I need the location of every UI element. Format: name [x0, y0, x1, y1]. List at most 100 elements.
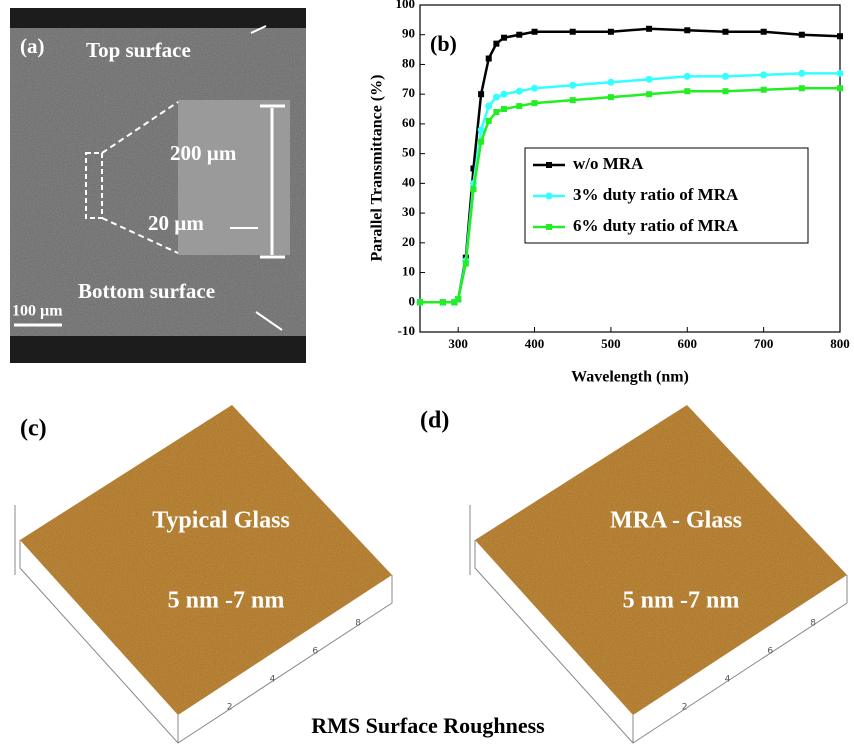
afm-value: 5 nm -7 nm: [623, 588, 740, 614]
marker: [531, 100, 538, 107]
marker: [836, 69, 844, 77]
y-axis-label: Parallel Transmittance (%): [369, 75, 386, 262]
afm-tick-label: 4: [270, 675, 276, 685]
panel-label: (d): [420, 408, 449, 434]
afm-tick-label: 2: [227, 703, 233, 713]
afm-tick-label: 6: [312, 647, 318, 657]
marker: [760, 28, 767, 35]
legend-label: w/o MRA: [573, 154, 644, 173]
marker: [607, 28, 614, 35]
marker: [470, 186, 477, 193]
panel-label: (a): [20, 34, 45, 58]
annotation: 20 µm: [148, 211, 204, 235]
legend-marker: [546, 162, 552, 168]
marker: [485, 55, 492, 62]
annotation: Bottom surface: [78, 279, 215, 303]
y-tick-label: 60: [402, 115, 415, 130]
sem-edge: [10, 8, 306, 28]
marker: [451, 299, 458, 306]
marker: [501, 106, 507, 113]
marker: [516, 103, 523, 110]
afm-tick-label: 6: [767, 647, 773, 657]
y-tick-label: 20: [402, 234, 415, 249]
marker: [515, 87, 523, 95]
inset-guide: [101, 101, 179, 154]
afm-texture: [20, 405, 392, 715]
afm-title: Typical Glass: [152, 508, 290, 534]
x-tick-label: 600: [678, 336, 698, 351]
y-tick-label: 80: [402, 55, 415, 70]
marker: [531, 84, 539, 92]
marker: [684, 88, 691, 95]
marker: [721, 72, 729, 80]
sem-edge: [10, 336, 306, 363]
marker: [492, 93, 500, 101]
marker: [455, 296, 462, 303]
afm-tick-label: 2: [682, 703, 688, 713]
arrow: [255, 311, 283, 331]
marker: [798, 85, 805, 92]
marker: [760, 86, 767, 93]
marker: [722, 88, 729, 95]
y-tick-label: 0: [409, 293, 416, 308]
x-tick-label: 800: [830, 336, 850, 351]
arrow: [250, 25, 267, 34]
marker: [722, 28, 729, 35]
legend-marker: [546, 224, 552, 230]
x-tick-label: 300: [448, 336, 468, 351]
afm-value: 5 nm -7 nm: [168, 588, 285, 614]
y-tick-label: 50: [402, 145, 415, 160]
annotation: Top surface: [86, 38, 191, 62]
marker: [798, 69, 806, 77]
legend-label: 6% duty ratio of MRA: [573, 216, 739, 235]
afm-title: MRA - Glass: [610, 508, 742, 534]
marker: [439, 299, 446, 306]
series-line: [420, 86, 840, 304]
x-tick-label: 400: [525, 336, 545, 351]
marker: [646, 25, 653, 32]
inset-box: [85, 152, 103, 219]
marker: [837, 33, 843, 40]
scale-label: 100 µm: [12, 303, 63, 320]
marker: [607, 94, 614, 101]
panel-label: (b): [430, 31, 457, 56]
marker: [646, 91, 653, 98]
annotation: 200 µm: [170, 141, 237, 165]
caption: RMS Surface Roughness: [311, 713, 545, 738]
marker: [531, 28, 538, 35]
marker: [607, 78, 615, 86]
marker: [462, 260, 469, 267]
marker: [837, 85, 843, 92]
marker: [645, 75, 653, 83]
marker: [760, 71, 768, 79]
marker: [485, 117, 492, 124]
y-tick-label: 30: [402, 204, 415, 219]
x-tick-label: 700: [754, 336, 774, 351]
marker: [417, 299, 423, 306]
y-tick-label: 90: [402, 26, 415, 41]
legend-marker: [545, 192, 553, 200]
afm-texture: [475, 405, 847, 715]
y-tick-label: 100: [396, 0, 416, 11]
panel-label: (c): [20, 416, 47, 442]
marker: [493, 40, 500, 47]
marker: [516, 31, 523, 38]
y-tick-label: 40: [402, 174, 415, 189]
x-axis-label: Wavelength (nm): [571, 369, 689, 386]
y-tick-label: 10: [402, 264, 415, 279]
marker: [798, 31, 805, 38]
afm-panels: (c) (d) RMS Surface Roughness Typical Gl…: [14, 405, 848, 744]
afm-tick-label: 4: [725, 675, 731, 685]
marker: [501, 34, 507, 41]
sem-panel: (a) Top surface 200 µm 20 µm Bottom surf…: [10, 8, 306, 363]
chart: (b) Wavelength (nm) Parallel Transmittan…: [369, 0, 850, 386]
afm-tick-label: 8: [355, 619, 361, 629]
marker: [493, 109, 500, 116]
inset-guide: [101, 217, 179, 254]
legend-box: [524, 147, 809, 244]
y-tick-label: -10: [398, 323, 415, 338]
marker: [569, 97, 576, 104]
marker: [569, 81, 577, 89]
marker: [500, 90, 508, 98]
